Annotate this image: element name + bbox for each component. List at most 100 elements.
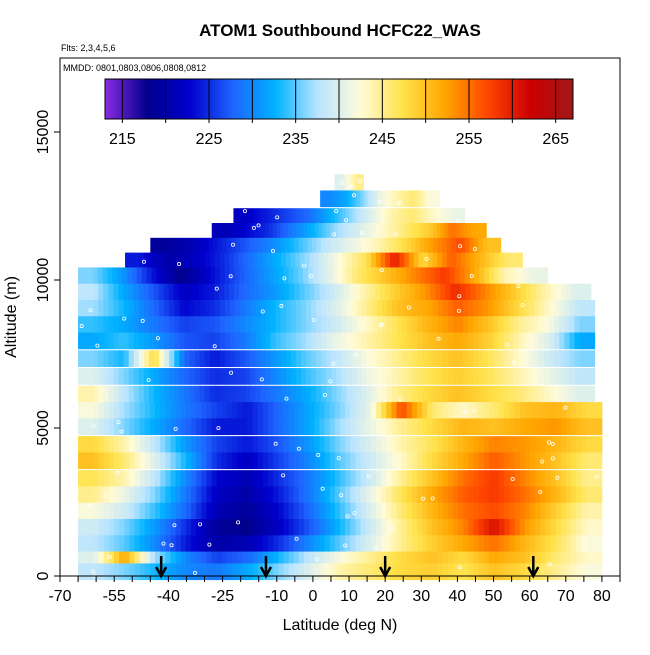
heatmap-cell [514,563,521,581]
heatmap-cell [498,252,504,270]
heatmap-cell [278,502,284,520]
heatmap-cell [159,332,165,350]
heatmap-cell [535,418,541,436]
heatmap-cell [458,486,464,504]
heatmap-cell [112,267,118,285]
heatmap-cell [468,519,474,536]
heatmap-cell [118,385,125,403]
heatmap-cell [262,519,269,536]
heatmap-cell [346,350,352,367]
sample-point [281,473,286,478]
heatmap-cell [432,519,438,536]
heatmap-cell [177,237,183,255]
heatmap-cell [406,470,413,487]
heatmap-cell [119,436,125,453]
heatmap-cell [417,223,422,240]
heatmap-cell [174,332,180,350]
heatmap-cell [285,350,292,367]
sample-point [550,456,555,461]
heatmap-cell [591,402,598,419]
heatmap-cell [586,470,593,487]
heatmap-cell [473,551,480,569]
heatmap-cell [309,519,315,536]
heatmap-cell [242,502,248,520]
heatmap-cell [114,486,120,504]
heatmap-cell [108,563,115,581]
heatmap-cell [433,237,439,255]
heatmap-cell [180,519,187,536]
heatmap-cell [579,299,585,317]
heatmap-cell [83,452,89,470]
heatmap-cell [540,452,546,470]
heatmap-cell [88,436,94,453]
heatmap-cell [179,316,185,333]
heatmap-cell [300,316,307,333]
heatmap-cell [235,350,241,367]
heatmap-cell [576,563,582,581]
heatmap-cell [221,470,228,487]
heatmap-cell [247,452,254,470]
heatmap-cell [144,436,151,453]
heatmap-cell [98,563,105,581]
heatmap-cell [93,486,100,504]
heatmap-cell [356,299,363,317]
heatmap-cell [468,402,474,419]
heatmap-cell [350,452,356,470]
heatmap-cell [596,563,603,581]
heatmap-cell [98,519,105,536]
heatmap-cell [473,436,480,453]
heatmap-cell [300,385,307,403]
heatmap-cell [550,519,557,536]
heatmap-cell [504,470,510,487]
heatmap-cell [336,316,342,333]
sample-point [116,420,121,425]
heatmap-cell [143,299,150,317]
heatmap-cell [519,486,526,504]
heatmap-cell [549,316,555,333]
heatmap-cell [596,519,603,536]
heatmap-cell [381,267,387,285]
heatmap-cell [98,535,105,552]
heatmap-cell [555,551,562,569]
heatmap-cell [508,350,515,367]
heatmap-cell [361,237,367,255]
heatmap-cell [402,368,408,385]
heatmap-cell [540,418,546,436]
heatmap-cell [504,519,510,536]
heatmap-cell [405,190,409,208]
heatmap-cell [340,535,346,552]
heatmap-cell [406,519,413,536]
heatmap-cell [170,519,177,536]
heatmap-cell [398,223,403,240]
heatmap-cell [154,237,160,255]
heatmap-cell [129,535,135,552]
heatmap-cell [155,452,161,470]
heatmap-cell [452,470,459,487]
heatmap-cell [334,283,341,301]
heatmap-cell [535,502,541,520]
heatmap-cell [265,385,271,403]
heatmap-cell [478,385,484,403]
heatmap-cell [424,237,430,255]
heatmap-cell [252,502,259,520]
heatmap-cell [437,316,444,333]
heatmap-cell [280,350,287,367]
sample-point [236,520,241,525]
heatmap-cell [298,267,304,285]
heatmap-cell [83,502,89,520]
heatmap-cell [581,563,587,581]
heatmap-cell [437,350,444,367]
heatmap-cell [194,316,201,333]
heatmap-cell [422,502,428,520]
heatmap-cell [417,563,423,581]
heatmap-cell [288,452,295,470]
heatmap-cell [586,402,593,419]
heatmap-cell [360,535,367,552]
heatmap-cell [555,283,562,301]
heatmap-cell [139,252,145,270]
heatmap-cell [134,486,141,504]
heatmap-cell [324,519,331,536]
heatmap-cell [545,563,551,581]
heatmap-cell [386,452,392,470]
heatmap-cell [319,486,325,504]
